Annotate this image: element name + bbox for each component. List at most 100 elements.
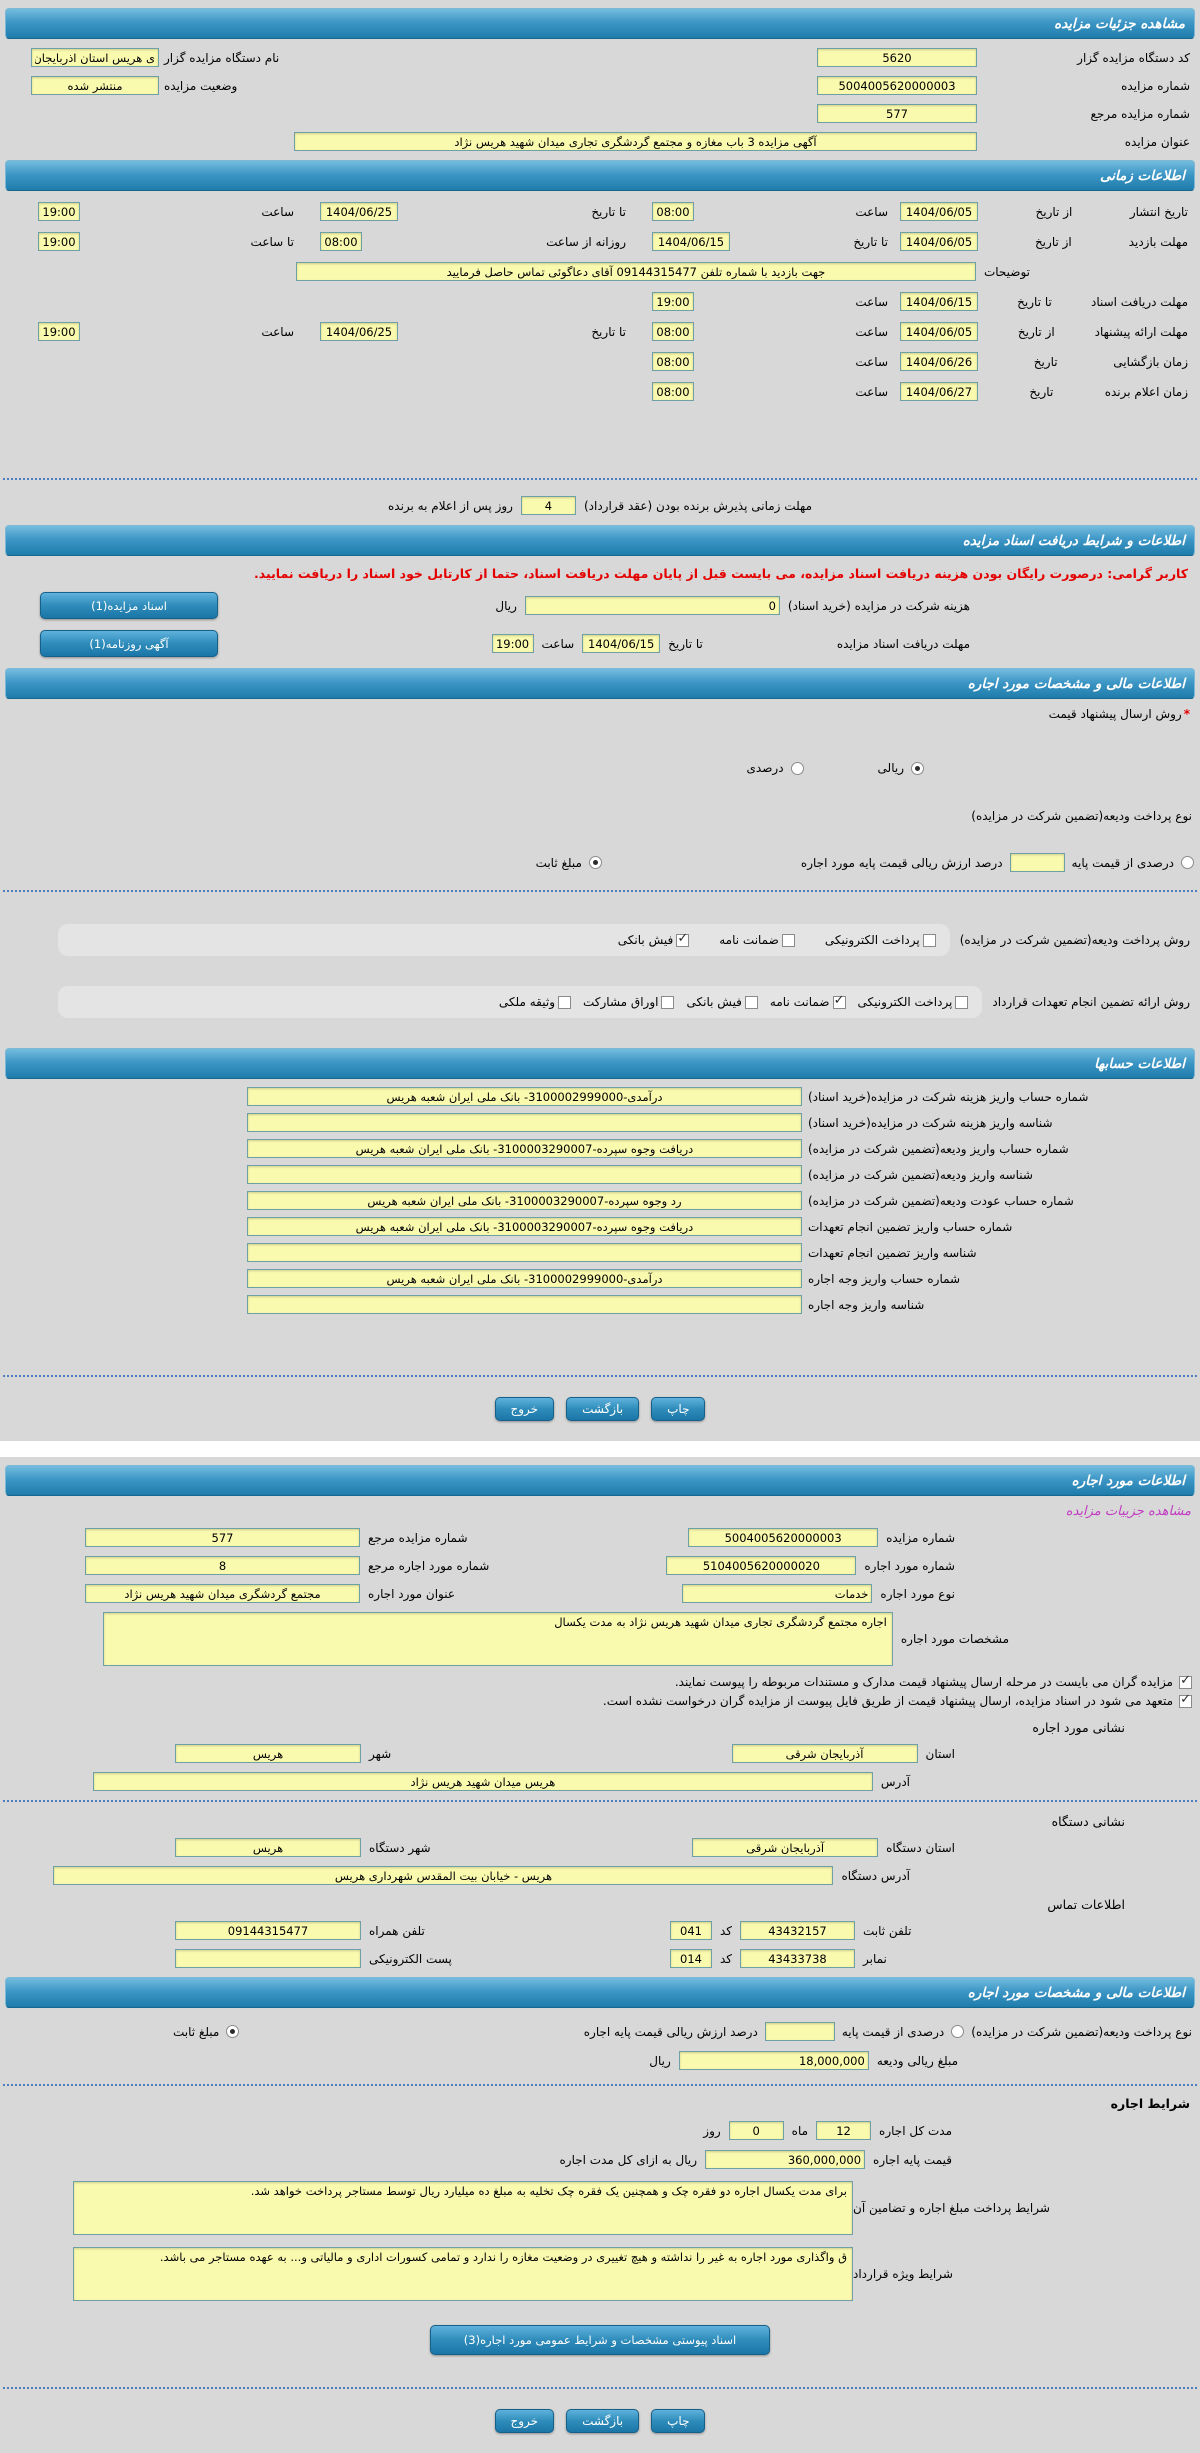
obligation-account-input[interactable] [247,1217,802,1236]
org-province-input[interactable] [692,1838,879,1857]
docs-deadline-time-input[interactable] [652,292,694,311]
guar-electronic-checkbox[interactable] [955,995,969,1009]
exit-button[interactable]: خروج [494,2409,555,2433]
percent-value-input[interactable] [1009,853,1065,872]
guar-property-checkbox[interactable] [558,995,572,1009]
account-row: شماره حساب واریز وجه اجاره [10,1269,1190,1288]
org-address-label: آدرس دستگاه [841,1868,910,1883]
rental-item-type-input[interactable] [682,1584,873,1603]
rent-id-input[interactable] [247,1295,802,1314]
newspaper-ad-button[interactable]: آگهی روزنامه(1) [40,630,218,657]
fixed-amount-radio[interactable] [588,856,602,869]
item-city-input[interactable] [175,1744,361,1763]
mobile-input[interactable] [175,1921,361,1940]
attachments-button[interactable]: اسناد پیوستی مشخصات و شرایط عمومی مورد ا… [430,2325,770,2355]
hour-label: ساعت [541,636,575,651]
item-address-input[interactable] [92,1772,873,1791]
no-attach-file-checkbox[interactable] [1179,1692,1192,1708]
lease-months-input[interactable] [816,2121,872,2140]
back-button[interactable]: بازگشت [566,2409,640,2433]
device-code-input[interactable] [817,48,977,67]
item-fixed-amount-radio[interactable] [226,2025,240,2038]
item-auction-ref-input[interactable] [85,1528,360,1547]
exit-button[interactable]: خروج [494,1397,555,1421]
item-auction-number-label: شماره مزایده [886,1530,955,1545]
item-percent-of-base-radio[interactable] [951,2025,965,2038]
percent-radio[interactable] [790,761,804,775]
org-city-input[interactable] [175,1838,361,1857]
auction-title-input[interactable] [294,132,977,151]
docs-deadline2-time-input[interactable] [491,634,534,653]
deposit-amount-input[interactable] [678,2051,869,2070]
fax-input[interactable] [740,1949,855,1968]
guar-bank-slip-checkbox[interactable] [744,995,758,1009]
item-auction-number-input[interactable] [688,1528,879,1547]
base-price-input[interactable] [705,2150,866,2169]
print-button[interactable]: چاپ [651,1397,706,1421]
guar-guarantee-letter-checkbox[interactable] [832,993,846,1009]
award-days-input[interactable] [520,496,576,515]
deposit-account-input[interactable] [247,1139,802,1158]
offer-from-date-input[interactable] [900,322,979,341]
fax-code-label: کد [719,1951,732,1966]
doc-fee-input[interactable] [524,596,780,615]
opening-date-input[interactable] [900,352,979,371]
auction-status-input[interactable] [31,76,159,95]
org-name-input[interactable] [31,48,159,67]
view-auction-details-link[interactable]: مشاهده جزییات مزایده [1065,1504,1191,1519]
offer-from-time-input[interactable] [652,322,694,341]
rial-radio[interactable] [911,761,924,775]
docs-deadline2-date-input[interactable] [582,634,661,653]
pay-bank-slip-checkbox[interactable] [676,931,690,947]
rent-id-label: شناسه واریز وجه اجاره [808,1297,925,1312]
rental-item-specs-textarea[interactable]: اجاره مجتمع گردشگری تجاری میدان شهید هری… [102,1612,893,1666]
guar-bonds-checkbox[interactable] [661,995,675,1009]
winner-time-input[interactable] [652,382,694,401]
deposit-id-input[interactable] [247,1165,802,1184]
publish-from-date-input[interactable] [900,202,979,221]
print-button[interactable]: چاپ [651,2409,706,2433]
item-deposit-type-row: نوع پرداخت ودیعه(تضمین شرکت در مزایده) د… [8,2022,1192,2041]
lease-days-input[interactable] [728,2121,784,2140]
auction-docs-button[interactable]: اسناد مزایده(1) [40,592,218,619]
rental-item-number-input[interactable] [666,1556,857,1575]
visit-daily-from-time-input[interactable] [320,232,362,251]
send-method-row: * روش ارسال پیشنهاد قیمت [10,707,1190,721]
visit-to-date-input[interactable] [652,232,730,251]
attach-required-checkbox[interactable] [1179,1673,1192,1689]
publish-to-date-input[interactable] [320,202,398,221]
rental-item-title-input[interactable] [85,1584,360,1603]
offer-to-time-input[interactable] [38,322,80,341]
phone-input[interactable] [740,1921,855,1940]
doc-fee-id-input[interactable] [247,1113,802,1132]
percent-of-base-radio[interactable] [1181,856,1194,869]
opening-time-input[interactable] [652,352,694,371]
org-address-input[interactable] [53,1866,834,1885]
docs-deadline-date-input[interactable] [900,292,979,311]
offer-to-date-input[interactable] [320,322,398,341]
obligation-id-input[interactable] [247,1243,802,1262]
winner-date-input[interactable] [900,382,978,401]
auction-number-input[interactable] [817,76,977,95]
item-percent-value-input[interactable] [764,2022,835,2041]
fax-code-input[interactable] [669,1949,712,1968]
deposit-return-account-input[interactable] [247,1191,802,1210]
pay-electronic-checkbox[interactable] [922,933,936,947]
visit-note-input[interactable] [295,262,976,281]
back-button[interactable]: بازگشت [566,1397,640,1421]
item-province-input[interactable] [731,1744,918,1763]
rental-item-ref-input[interactable] [85,1556,360,1575]
payment-terms-textarea[interactable]: برای مدت یکسال اجاره دو فقره چک و همچنین… [73,2181,853,2235]
publish-to-time-input[interactable] [38,202,80,221]
publish-from-time-input[interactable] [652,202,694,221]
auction-ref-input[interactable] [817,104,977,123]
visit-daily-to-time-input[interactable] [38,232,80,251]
visit-period-row: مهلت بازدید از تاریخ تا تاریخ روزانه از … [12,232,1188,251]
rent-account-input[interactable] [247,1269,802,1288]
email-input[interactable] [175,1949,361,1968]
visit-from-date-input[interactable] [900,232,979,251]
doc-fee-account-input[interactable] [247,1087,802,1106]
phone-code-input[interactable] [669,1921,712,1940]
pay-guarantee-letter-checkbox[interactable] [781,933,795,947]
special-terms-textarea[interactable]: ق واگذاری مورد اجاره به غیر را نداشته و … [73,2247,853,2301]
